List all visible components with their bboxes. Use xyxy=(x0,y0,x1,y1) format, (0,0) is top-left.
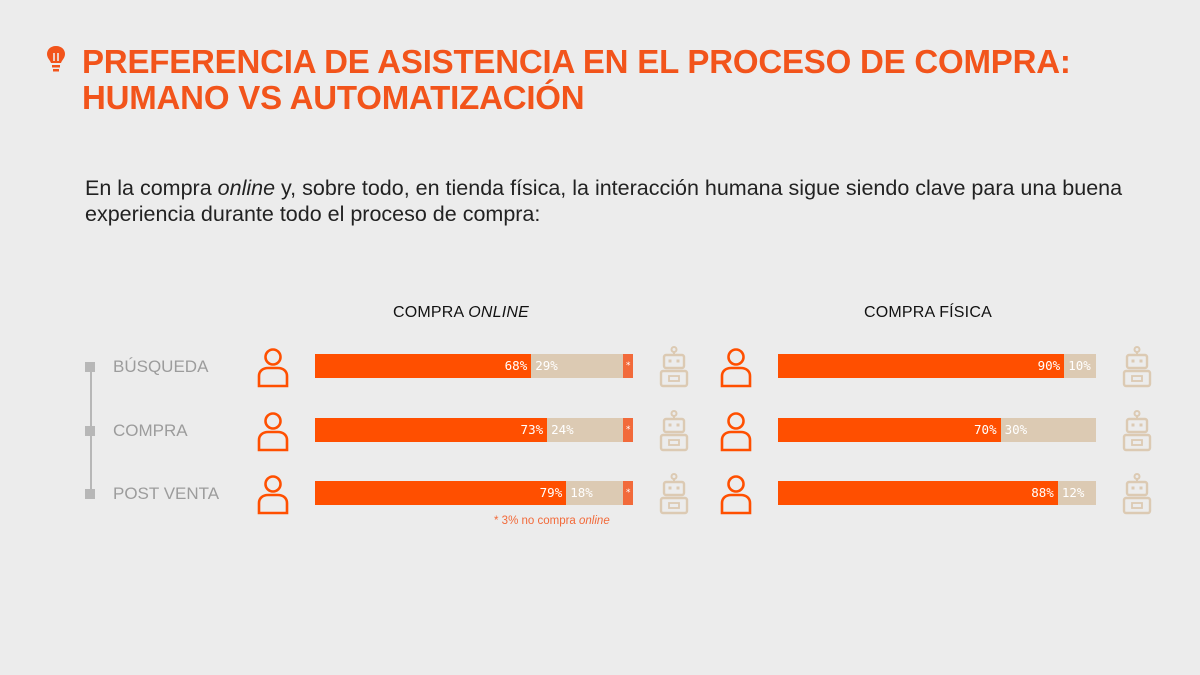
person-icon xyxy=(718,346,754,388)
person-icon xyxy=(718,473,754,515)
subtitle-part-1: En la compra xyxy=(85,176,218,200)
data-label: * xyxy=(625,425,631,435)
data-label: 73% xyxy=(520,422,544,437)
robot-icon xyxy=(1119,346,1155,388)
column-header-physical: COMPRA FÍSICA xyxy=(864,304,992,321)
footnote-text: * 3% no compra xyxy=(494,515,580,527)
bar-segment-automation: 12% xyxy=(1057,481,1096,505)
person-icon xyxy=(718,410,754,452)
stacked-bar: 79% 18% * xyxy=(315,481,633,505)
data-label: 70% xyxy=(974,422,997,437)
data-label: * xyxy=(625,361,631,371)
stacked-bar: 68% 29% * xyxy=(315,354,633,378)
data-label: * xyxy=(625,488,631,498)
data-label: 90% xyxy=(1037,358,1061,373)
bar-segment-human: 90% xyxy=(778,354,1065,378)
subtitle-online: online xyxy=(217,176,276,200)
robot-icon xyxy=(1119,473,1155,515)
subtitle: En la compra online y, sobre todo, en ti… xyxy=(85,175,1165,227)
stage-label-text: POST VENTA xyxy=(113,484,220,503)
person-icon xyxy=(255,410,291,452)
bar-segment-automation: 18% xyxy=(566,481,624,505)
data-label: 24% xyxy=(551,422,574,437)
robot-icon xyxy=(656,410,692,452)
stage-label: COMPRA xyxy=(85,420,188,442)
bar-segment-human: 68% xyxy=(315,354,532,378)
stage-label-text: BÚSQUEDA xyxy=(113,357,209,376)
stage-marker xyxy=(85,362,95,372)
bar-segment-human: 79% xyxy=(315,481,567,505)
stage-marker xyxy=(85,426,95,436)
stacked-bar: 88% 12% xyxy=(778,481,1096,505)
robot-icon xyxy=(656,473,692,515)
title-line-2: HUMANO VS AUTOMATIZACIÓN xyxy=(82,79,585,116)
robot-icon xyxy=(1119,410,1155,452)
bar-segment-automation: 10% xyxy=(1064,354,1096,378)
bar-segment-no-purchase: * xyxy=(623,354,633,378)
stacked-bar: 70% 30% xyxy=(778,418,1096,442)
stacked-bar: 90% 10% xyxy=(778,354,1096,378)
person-icon xyxy=(255,346,291,388)
stage-label: BÚSQUEDA xyxy=(85,356,208,378)
data-label: 29% xyxy=(535,358,558,373)
bar-segment-automation: 30% xyxy=(1000,418,1096,442)
data-label: 68% xyxy=(504,358,528,373)
footnote-online: online xyxy=(579,515,610,527)
data-label: 18% xyxy=(570,485,593,500)
title-line-1: PREFERENCIA DE ASISTENCIA EN EL PROCESO … xyxy=(82,43,1071,80)
data-label: 10% xyxy=(1068,358,1091,373)
bar-segment-human: 70% xyxy=(778,418,1001,442)
column-header-online-italic: ONLINE xyxy=(468,304,529,321)
data-label: 79% xyxy=(539,485,563,500)
data-label: 12% xyxy=(1061,485,1085,500)
bar-segment-no-purchase: * xyxy=(623,481,633,505)
footnote: * 3% no compra online xyxy=(494,515,610,527)
stage-label-text: COMPRA xyxy=(113,421,188,440)
column-header-online-prefix: COMPRA xyxy=(393,304,469,321)
page-title: PREFERENCIA DE ASISTENCIA EN EL PROCESO … xyxy=(82,44,1071,116)
person-icon xyxy=(255,473,291,515)
bar-segment-automation: 29% xyxy=(531,354,624,378)
lightbulb-icon xyxy=(47,46,65,72)
bar-segment-human: 73% xyxy=(315,418,548,442)
bar-segment-automation: 24% xyxy=(547,418,624,442)
data-label: 30% xyxy=(1004,422,1028,437)
stage-marker xyxy=(85,489,95,499)
stage-label: POST VENTA xyxy=(85,483,219,505)
data-label: 88% xyxy=(1031,485,1054,500)
robot-icon xyxy=(656,346,692,388)
column-header-online: COMPRA ONLINE xyxy=(393,304,529,322)
subtitle-part-3: y, sobre todo, en tienda física, la inte… xyxy=(85,176,1123,226)
bar-segment-no-purchase: * xyxy=(623,418,633,442)
bar-segment-human: 88% xyxy=(778,481,1058,505)
stacked-bar: 73% 24% * xyxy=(315,418,633,442)
